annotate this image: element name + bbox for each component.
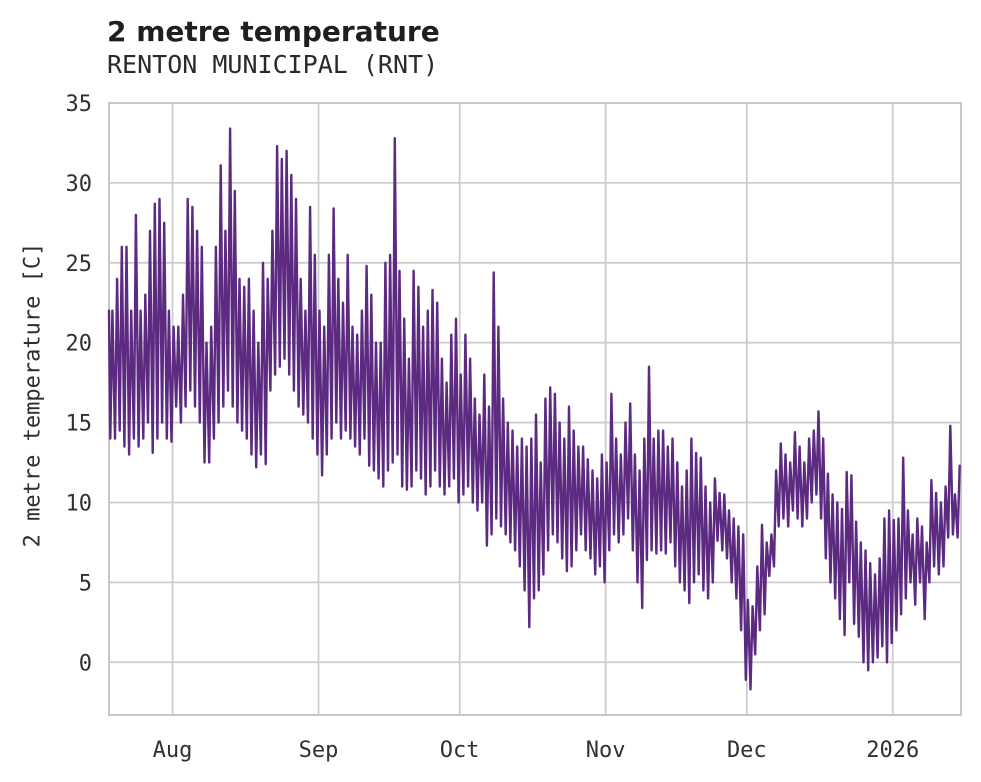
chart-subtitle: RENTON MUNICIPAL (RNT) — [107, 50, 439, 79]
y-tick-label: 25 — [66, 252, 93, 277]
y-tick-label: 5 — [79, 571, 92, 596]
y-tick-label: 10 — [66, 491, 93, 516]
x-tick-label: Dec — [727, 738, 767, 763]
y-tick-label: 35 — [66, 92, 93, 117]
y-tick-label: 30 — [66, 172, 93, 197]
x-tick-label: Aug — [153, 738, 193, 763]
y-tick-label: 0 — [79, 651, 92, 676]
chart-title: 2 metre temperature — [107, 15, 440, 48]
y-tick-label: 20 — [66, 332, 93, 357]
x-tick-label: Sep — [299, 738, 339, 763]
x-tick-label: Nov — [586, 738, 626, 763]
y-axis-label: 2 metre temperature [C] — [20, 242, 46, 548]
temperature-series-line — [107, 127, 961, 691]
x-tick-label: Oct — [440, 738, 480, 763]
x-tick-label: 2026 — [866, 738, 919, 763]
y-tick-label: 15 — [66, 412, 93, 437]
